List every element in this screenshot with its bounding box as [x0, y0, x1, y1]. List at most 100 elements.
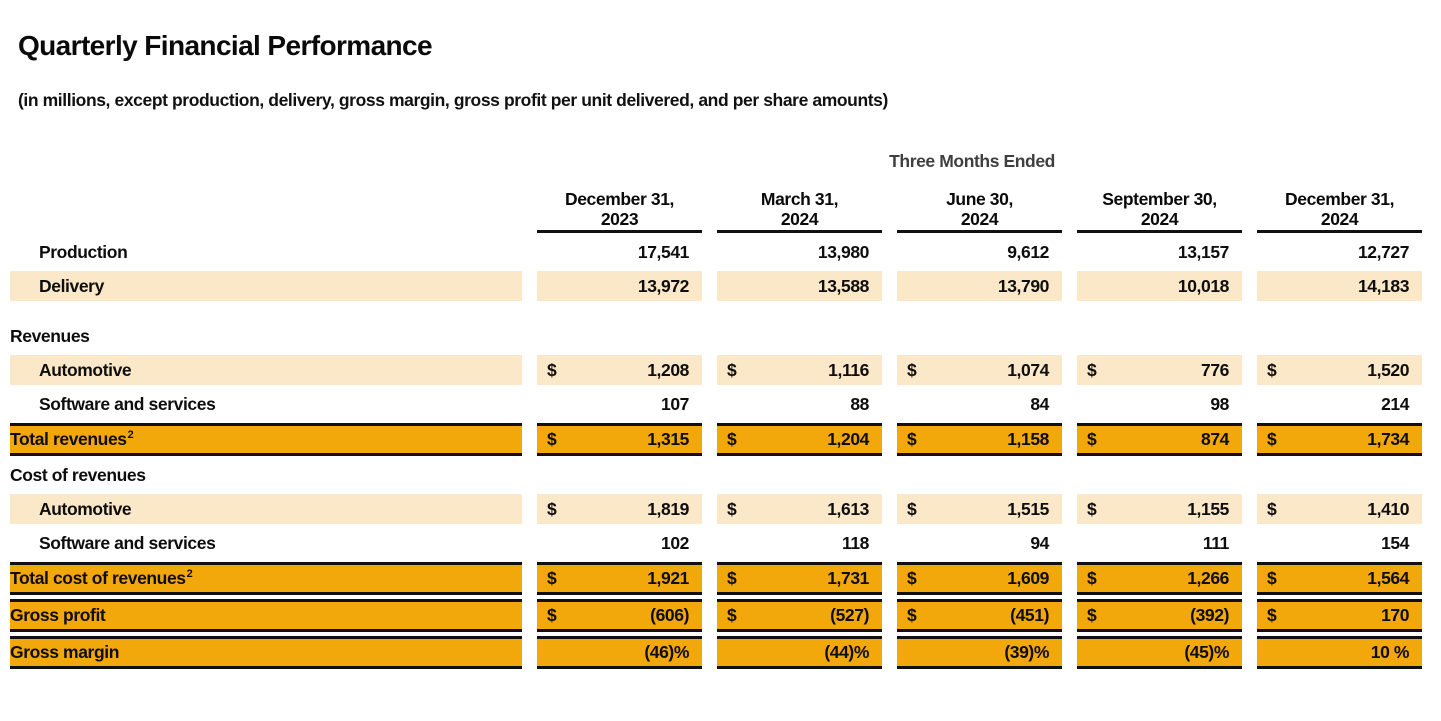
value-text: 1,921	[647, 568, 689, 588]
column-gap	[522, 181, 537, 233]
column-gap	[1242, 389, 1257, 419]
value-text: 9,612	[1007, 241, 1049, 262]
value-cell: 17,541	[537, 237, 702, 267]
row-label: Gross profit	[10, 599, 522, 632]
column-gap	[882, 271, 897, 301]
column-gap	[1062, 389, 1077, 419]
value-text: 118	[841, 532, 869, 553]
column-gap	[882, 389, 897, 419]
value-cell	[717, 321, 882, 351]
dollar-sign: $	[727, 568, 737, 588]
column-header-line1: December 31,	[1285, 188, 1395, 209]
value-cell: 13,972	[537, 271, 702, 301]
row-label-text: Automotive	[39, 498, 132, 519]
value-cell: 13,980	[717, 237, 882, 267]
column-gap	[882, 494, 897, 524]
column-header-line1: June 30,	[946, 188, 1013, 209]
value-cell: $1,410	[1257, 494, 1423, 524]
dollar-sign: $	[547, 498, 557, 519]
column-gap	[882, 181, 897, 233]
value-text: 14,183	[1357, 275, 1410, 296]
value-cell: $1,609	[897, 562, 1062, 595]
column-gap	[522, 423, 537, 456]
value-text: 1,158	[1007, 429, 1049, 449]
value-cell: $1,564	[1257, 562, 1423, 595]
column-gap	[702, 528, 717, 558]
row-label: Delivery	[10, 271, 522, 301]
table-row: Total revenues2 $1,315 $1,204 $1,158 $874 $1,…	[10, 423, 1423, 456]
value-text: 12,727	[1357, 241, 1410, 262]
value-cell: 111	[1077, 528, 1242, 558]
value-cell	[1257, 321, 1422, 351]
value-text: 1,155	[1187, 498, 1229, 519]
dollar-sign: $	[1087, 359, 1097, 380]
value-text: 13,157	[1177, 241, 1230, 262]
value-cell	[897, 460, 1062, 490]
value-cell: $1,204	[717, 423, 882, 456]
column-gap	[1242, 181, 1257, 233]
row-label-text: Software and services	[39, 532, 216, 553]
column-gap	[1242, 355, 1257, 385]
gap-cell	[10, 305, 1422, 317]
value-cell: 9,612	[897, 237, 1062, 267]
value-cell	[1077, 321, 1242, 351]
value-text: 13,972	[637, 275, 690, 296]
dollar-sign: $	[1267, 429, 1277, 449]
column-gap	[1062, 321, 1077, 351]
value-text: 1,613	[827, 498, 869, 519]
column-gap	[1242, 423, 1257, 456]
table-row: Software and services 102 118 94 111 154	[10, 528, 1422, 558]
value-cell: $1,921	[537, 562, 702, 595]
column-gap	[1062, 494, 1077, 524]
value-text: (527)	[830, 605, 869, 625]
value-text: 776	[1201, 359, 1229, 380]
dollar-sign: $	[1087, 498, 1097, 519]
row-label: Cost of revenues	[10, 460, 522, 490]
column-header-line2: 2024	[780, 209, 819, 230]
row-label: Total revenues2	[10, 423, 522, 456]
table-row: Automotive $1,208 $1,116 $1,074 $776 $1,520	[10, 355, 1423, 385]
table-row: Gross margin (46)% (44)% (39)% (45)% 10 %	[10, 636, 1423, 669]
value-cell: 118	[717, 528, 882, 558]
column-gap	[1242, 321, 1257, 351]
value-text: 98	[1210, 393, 1229, 414]
row-label: Production	[10, 237, 522, 267]
value-cell: (46)%	[537, 636, 702, 669]
value-text: (451)	[1010, 605, 1049, 625]
value-text: 10 %	[1370, 642, 1410, 662]
column-gap	[1062, 181, 1077, 233]
value-cell: $ (392)	[1077, 599, 1242, 632]
dollar-sign: $	[1267, 568, 1277, 588]
row-label-text: Gross margin	[10, 642, 119, 662]
group-header-row: Three Months Ended	[10, 151, 1422, 177]
dollar-sign: $	[727, 429, 737, 449]
column-gap	[1062, 460, 1077, 490]
empty-corner-cell	[10, 181, 522, 233]
value-text: 1,515	[1007, 498, 1049, 519]
page-title: Quarterly Financial Performance	[18, 30, 433, 61]
value-cell: $1,819	[537, 494, 702, 524]
footnote-superscript: 2	[127, 429, 134, 442]
row-label: Automotive	[10, 494, 522, 524]
column-gap	[702, 636, 717, 669]
table-row: Total cost of revenues2 $1,921 $1,731 $1,60…	[10, 562, 1423, 595]
value-cell: $ (451)	[897, 599, 1062, 632]
row-label-text: Production	[39, 241, 128, 262]
value-cell: $1,266	[1077, 562, 1242, 595]
value-cell: 88	[717, 389, 882, 419]
table-row: Production 17,541 13,980 9,612 13,157 12,727	[10, 237, 1422, 267]
column-header-line2: 2024	[960, 209, 999, 230]
value-text: 1,204	[827, 429, 869, 449]
value-text: (45)%	[1184, 642, 1229, 662]
value-cell: $1,116	[717, 355, 882, 385]
value-text: 214	[1381, 393, 1410, 414]
value-text: 1,315	[647, 429, 689, 449]
dollar-sign: $	[1267, 605, 1277, 625]
column-header-line2: 2024	[1140, 209, 1179, 230]
column-header-row: December 31, 2023 March 31, 2024 June 30…	[10, 181, 1423, 233]
column-gap	[702, 271, 717, 301]
value-cell: $1,734	[1257, 423, 1423, 456]
row-label: Software and services	[10, 528, 522, 558]
value-cell: (45)%	[1077, 636, 1242, 669]
row-label: Gross margin	[10, 636, 522, 669]
